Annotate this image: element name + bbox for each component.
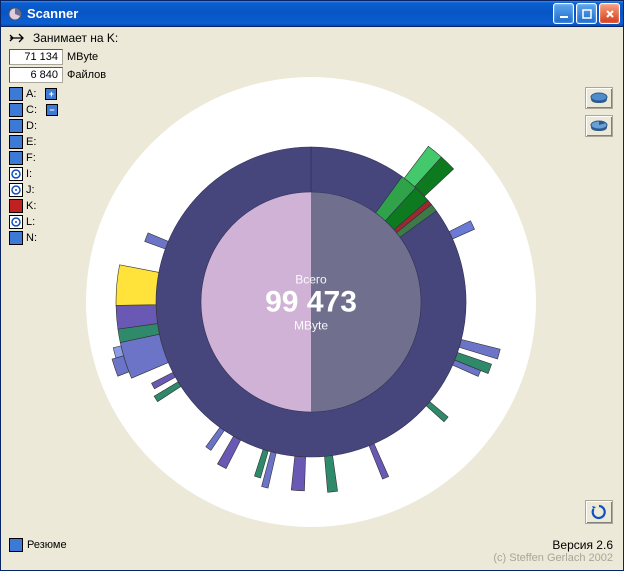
titlebar[interactable]: Scanner	[1, 1, 623, 27]
copyright-label: (c) Steffen Gerlach 2002	[493, 552, 613, 564]
drive-item-N[interactable]: N:	[9, 231, 58, 245]
drive-list: A:+C:−D:E:F:I:J:K:L:N:	[9, 87, 58, 245]
drive-icon	[9, 183, 23, 197]
close-button[interactable]	[599, 3, 620, 24]
drive-item-I[interactable]: I:	[9, 167, 58, 181]
content-area: Занимает на K: 71 134 MByte 6 840 Файлов…	[1, 27, 623, 570]
app-pie-icon	[7, 6, 23, 22]
resume-label: Резюме	[27, 539, 67, 551]
files-value: 6 840	[9, 67, 63, 83]
drive-letter: F:	[26, 152, 36, 164]
drive-icon	[9, 151, 23, 165]
path-arrow-icon	[9, 32, 27, 44]
pie-3d-button[interactable]	[585, 87, 613, 109]
sunburst-chart[interactable]: Всего 99 473 MByte	[86, 77, 536, 527]
expand-button[interactable]: +	[45, 88, 57, 100]
drive-icon	[9, 215, 23, 229]
maximize-button[interactable]	[576, 3, 597, 24]
drive-icon	[9, 119, 23, 133]
drive-icon	[9, 167, 23, 181]
drive-item-J[interactable]: J:	[9, 183, 58, 197]
footer: Версия 2.6 (c) Steffen Gerlach 2002	[493, 538, 613, 564]
drive-letter: I:	[26, 168, 32, 180]
drive-item-F[interactable]: F:	[9, 151, 58, 165]
drive-item-E[interactable]: E:	[9, 135, 58, 149]
version-label: Версия 2.6	[493, 538, 613, 552]
size-value: 71 134	[9, 49, 63, 65]
drive-letter: N:	[26, 232, 37, 244]
app-window: Scanner Занимает на K: 71 134 MByte 6 84…	[0, 0, 624, 571]
drive-item-D[interactable]: D:	[9, 119, 58, 133]
minimize-button[interactable]	[553, 3, 574, 24]
drive-icon	[9, 87, 23, 101]
pie-3d-alt-button[interactable]	[585, 115, 613, 137]
drive-letter: E:	[26, 136, 36, 148]
drive-letter: A:	[26, 88, 36, 100]
drive-letter: L:	[26, 216, 35, 228]
size-unit: MByte	[67, 51, 98, 63]
drive-letter: D:	[26, 120, 37, 132]
drive-icon	[9, 231, 23, 245]
path-label: Занимает на K:	[33, 31, 118, 45]
collapse-button[interactable]: −	[46, 104, 58, 116]
drive-letter: J:	[26, 184, 35, 196]
drive-icon	[9, 199, 23, 213]
drive-item-L[interactable]: L:	[9, 215, 58, 229]
drive-item-C[interactable]: C:−	[9, 103, 58, 117]
window-title: Scanner	[27, 6, 553, 21]
drive-icon	[9, 103, 23, 117]
drive-item-K[interactable]: K:	[9, 199, 58, 213]
drive-letter: C:	[26, 104, 37, 116]
drive-item-A[interactable]: A: +	[9, 87, 58, 101]
resume-button[interactable]: Резюме	[9, 538, 67, 552]
drive-icon	[9, 135, 23, 149]
refresh-button[interactable]	[585, 500, 613, 524]
drive-letter: K:	[26, 200, 36, 212]
resume-icon	[9, 538, 23, 552]
